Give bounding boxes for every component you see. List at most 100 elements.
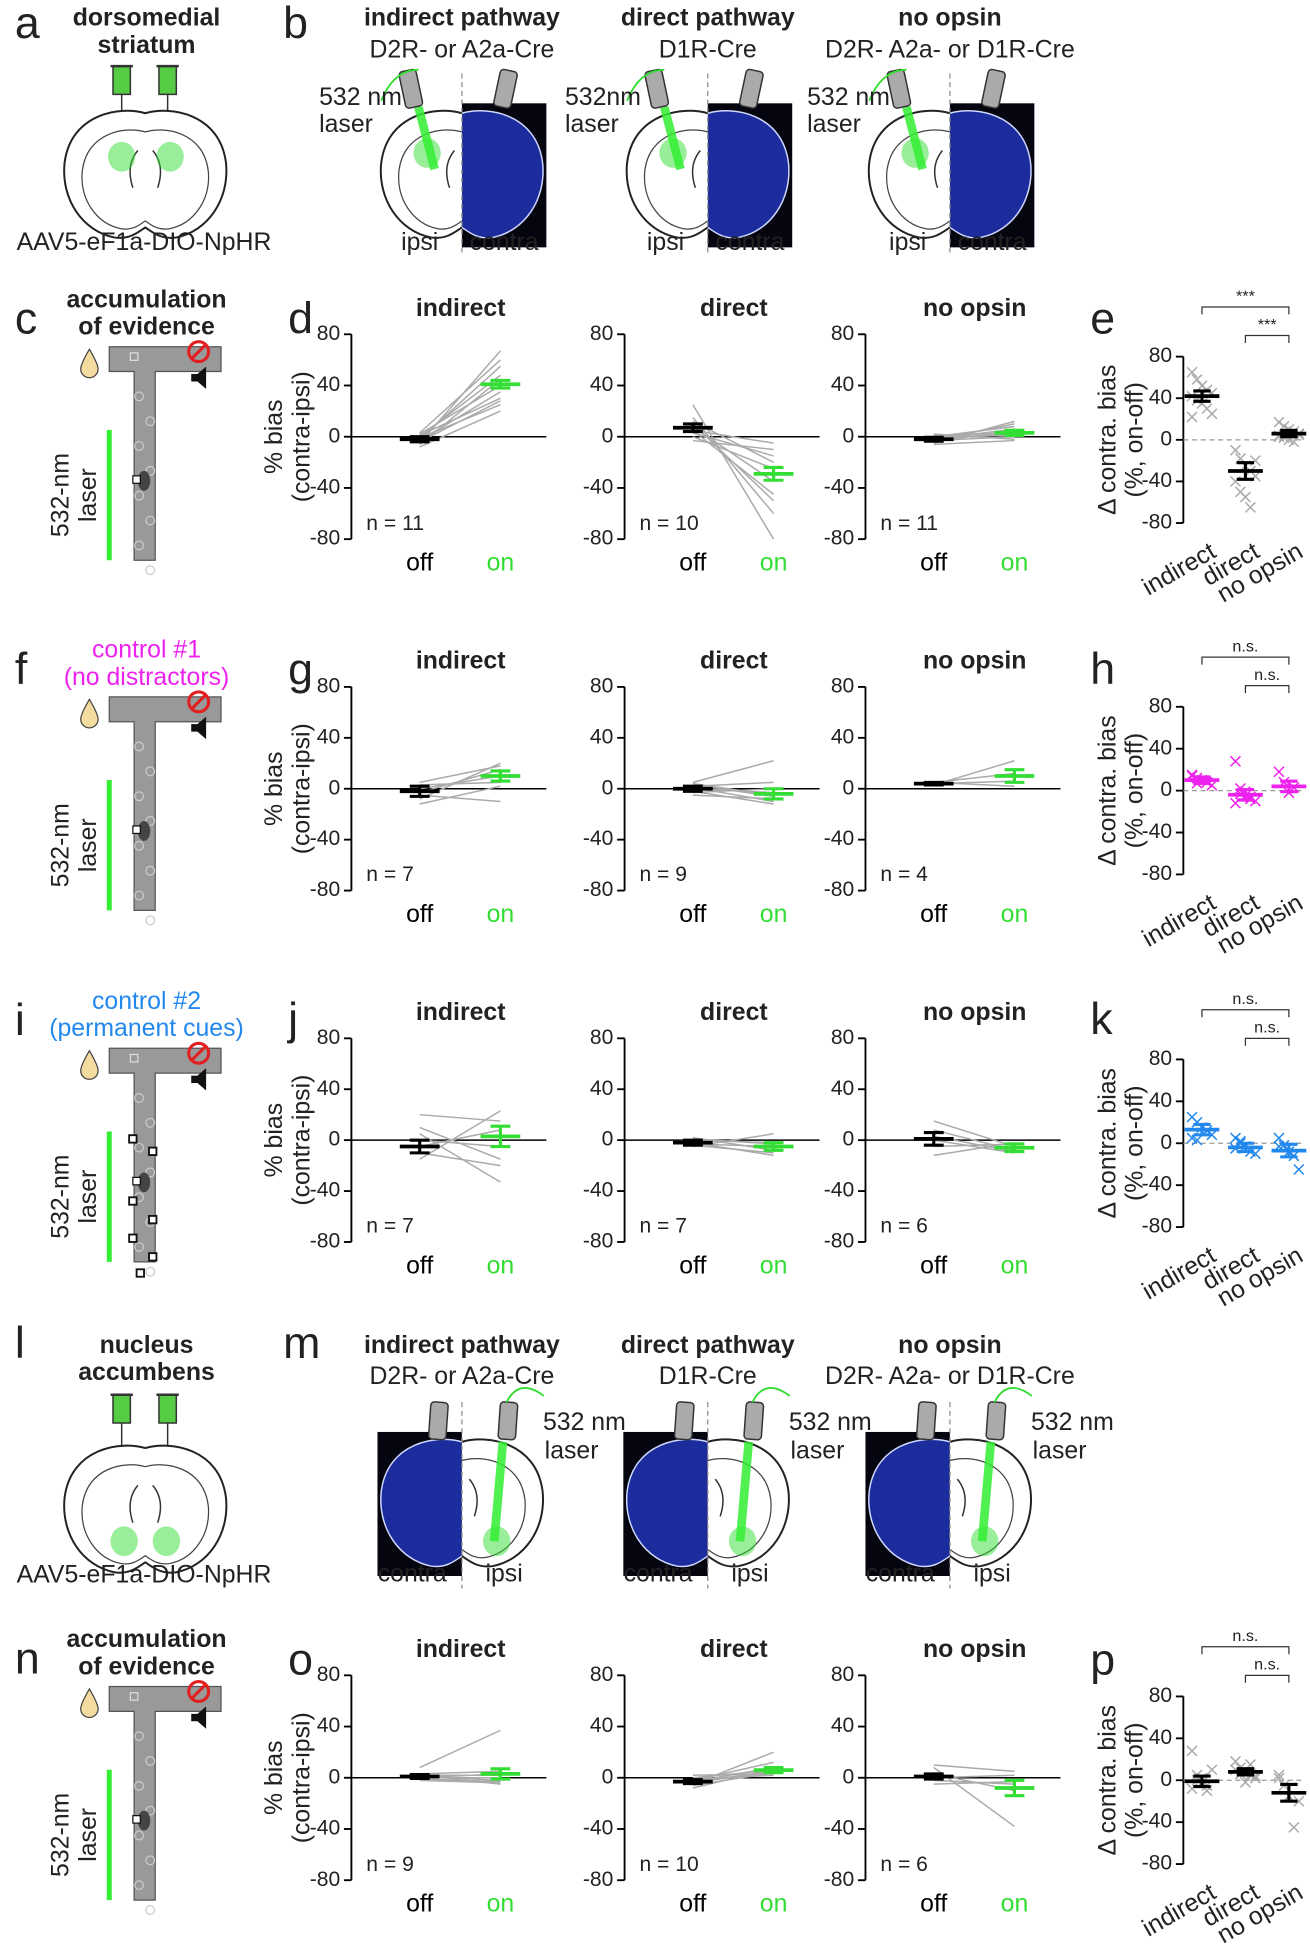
y-tick-label: 40 xyxy=(1149,736,1172,759)
panel-label: p xyxy=(1090,1636,1115,1685)
label: contra xyxy=(866,1560,935,1587)
x-tick-label: on xyxy=(487,901,515,928)
label: (no distractors) xyxy=(64,664,230,691)
brain xyxy=(865,1431,1032,1576)
y-tick-label: -80 xyxy=(310,1230,341,1253)
no-sign xyxy=(187,340,211,364)
fiber xyxy=(398,68,424,109)
cue xyxy=(132,475,141,484)
bracket xyxy=(1201,306,1290,315)
label: direct xyxy=(700,999,768,1026)
y-tick-label: 0 xyxy=(1160,778,1172,801)
ventricle xyxy=(445,150,456,188)
label: indirect pathway xyxy=(364,1332,560,1359)
y-tick-label: -40 xyxy=(310,476,341,499)
tower xyxy=(134,1142,145,1153)
y-tick-label: 40 xyxy=(831,373,854,396)
label: no opsin xyxy=(923,295,1026,322)
point xyxy=(1186,411,1198,423)
subject-line xyxy=(933,1764,1015,1773)
no-sign xyxy=(187,1041,211,1065)
fiber xyxy=(427,1401,449,1441)
y-tick-label: -40 xyxy=(1142,1173,1173,1196)
label: ipsi xyxy=(973,1560,1010,1587)
bracket xyxy=(1244,1037,1290,1046)
subject-line xyxy=(419,1110,501,1160)
tower xyxy=(145,915,156,926)
significance: *** xyxy=(1258,316,1278,334)
y-tick-label: 80 xyxy=(317,322,340,345)
subject-line xyxy=(419,1113,501,1122)
histology xyxy=(949,110,1032,239)
brain-cortex xyxy=(707,1457,772,1559)
brain-cortex xyxy=(643,129,708,230)
label: c xyxy=(15,295,37,344)
y-tick-label: 0 xyxy=(328,1128,340,1151)
label: nucleus xyxy=(100,1332,194,1359)
no-sign-bar xyxy=(190,1044,208,1062)
subject-line xyxy=(692,429,774,444)
laser-beam xyxy=(902,105,927,171)
panel-label: h xyxy=(1090,645,1115,694)
y-tick-label: 40 xyxy=(1149,1726,1172,1749)
tower xyxy=(145,465,156,476)
point xyxy=(1288,1821,1300,1833)
speaker xyxy=(191,716,207,740)
y-tick-label: 0 xyxy=(602,1765,614,1788)
cue xyxy=(148,1146,158,1156)
label: 532 nm xyxy=(543,1409,626,1436)
laser-label: 532-nm xyxy=(48,803,75,887)
brain xyxy=(377,1431,545,1576)
brain-outline xyxy=(379,109,462,239)
label: ipsi xyxy=(485,1560,522,1587)
label: n = 7 xyxy=(366,863,414,886)
subject-line xyxy=(692,1768,774,1789)
y-tick-label: -40 xyxy=(1142,1810,1173,1833)
y-tick-label: 0 xyxy=(1160,1131,1172,1154)
label: AAV5-eF1a-DIO-NpHR xyxy=(17,229,272,256)
y-tick-label: -40 xyxy=(583,827,614,850)
tower xyxy=(134,1880,145,1891)
subject-line xyxy=(419,1133,501,1183)
laser-beam xyxy=(489,1441,508,1542)
y-tick-label: -40 xyxy=(583,476,614,499)
y-tick-label: -80 xyxy=(310,1868,341,1891)
brain-cortex xyxy=(398,129,462,230)
y-axis-label: (%, on-off) xyxy=(1122,1723,1149,1838)
tower xyxy=(134,540,145,551)
label: AAV5-eF1a-DIO-NpHR xyxy=(17,1562,272,1589)
fiber xyxy=(644,68,670,109)
subject-line xyxy=(692,1773,774,1776)
y-tick-label: 80 xyxy=(831,1026,854,1049)
significance: n.s. xyxy=(1254,666,1280,684)
y-axis-label: % bias xyxy=(261,1103,288,1178)
label: ipsi xyxy=(731,1560,768,1587)
y-tick-label: -40 xyxy=(310,827,341,850)
label: 532 nm xyxy=(789,1409,872,1436)
label: n xyxy=(15,1634,40,1683)
panel-label: e xyxy=(1090,295,1115,344)
y-axis-label: % bias xyxy=(261,1740,288,1815)
fiber xyxy=(743,1401,765,1441)
label: D2R- or A2a-Cre xyxy=(369,37,554,64)
panel-label: j xyxy=(286,995,298,1044)
tower xyxy=(134,1092,145,1103)
label: no opsin xyxy=(898,4,1001,31)
bracket xyxy=(1201,1009,1290,1018)
cue xyxy=(148,1214,158,1225)
label: direct xyxy=(700,1636,768,1663)
y-tick-label: -40 xyxy=(1142,820,1173,843)
y-tick-label: 0 xyxy=(602,424,614,447)
subject-line xyxy=(692,417,775,515)
tower xyxy=(134,840,145,851)
label: l xyxy=(15,1319,25,1368)
laser-label: laser xyxy=(75,818,102,872)
subject-line xyxy=(419,1779,501,1784)
y-tick-label: 80 xyxy=(1149,344,1172,367)
tower xyxy=(134,791,145,802)
label: accumulation xyxy=(66,286,226,313)
label: direct xyxy=(700,648,768,675)
x-tick-label: on xyxy=(1001,1252,1029,1279)
y-tick-label: 80 xyxy=(590,322,613,345)
y-tick-label: -40 xyxy=(310,1179,341,1202)
